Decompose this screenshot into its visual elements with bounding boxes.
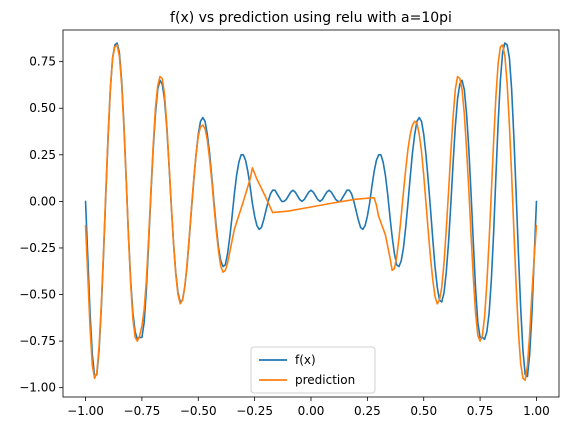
y-tick-label: −0.75	[19, 334, 56, 348]
axes-frame	[62, 29, 560, 398]
y-tick-label: 0.00	[29, 194, 56, 208]
series-line-prediction	[84, 44, 538, 382]
y-tick-label: 0.50	[29, 101, 56, 115]
legend-label: prediction	[295, 373, 355, 387]
y-tick-label: −0.50	[19, 288, 56, 302]
chart-title: f(x) vs prediction using relu with a=10p…	[170, 10, 452, 26]
y-tick-label: −1.00	[19, 381, 56, 395]
x-tick-label: 0.75	[467, 404, 494, 418]
y-tick-label: −0.25	[19, 241, 56, 255]
legend-box	[250, 346, 376, 394]
x-tick-label: 1.00	[523, 404, 550, 418]
x-tick-label: −0.75	[124, 404, 161, 418]
legend: f(x) prediction	[250, 346, 376, 394]
x-tick-label: −0.25	[236, 404, 273, 418]
x-tick-label: −1.00	[67, 404, 104, 418]
x-tick-label: 0.00	[298, 404, 325, 418]
axes: −1.00 −0.75 −0.50 −0.25 0.00 0.25 0.50 0.75 1.00…	[19, 29, 560, 418]
x-tick-label: 0.25	[354, 404, 381, 418]
y-tick-label: 0.25	[29, 148, 56, 162]
legend-label: f(x)	[295, 353, 316, 367]
y-tick-label: 0.75	[29, 55, 56, 69]
plot-area	[84, 42, 538, 382]
series-line-fx	[84, 42, 538, 378]
x-tick-label: 0.50	[410, 404, 437, 418]
x-tick-label: −0.50	[180, 404, 217, 418]
